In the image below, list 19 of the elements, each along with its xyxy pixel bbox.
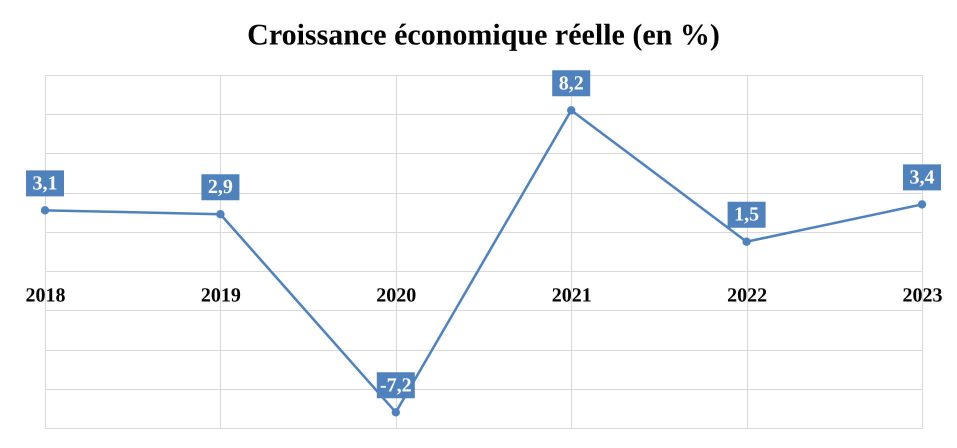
x-tick-label: 2019 bbox=[200, 284, 241, 307]
data-label: 3,4 bbox=[910, 166, 934, 188]
data-label: 8,2 bbox=[558, 72, 584, 94]
x-tick-label: 2018 bbox=[26, 284, 66, 307]
point bbox=[40, 206, 50, 214]
x-tick-label: 2020 bbox=[376, 284, 416, 307]
point bbox=[216, 210, 225, 218]
point bbox=[918, 200, 926, 209]
data-label: 1,5 bbox=[734, 204, 760, 226]
data-label: 3,1 bbox=[32, 172, 58, 194]
point bbox=[567, 106, 576, 114]
point bbox=[742, 238, 751, 246]
x-tick-label: 2022 bbox=[727, 284, 768, 307]
data-label: -7,2 bbox=[380, 374, 412, 396]
point bbox=[392, 408, 400, 416]
chart-title: Croissance économique réelle (en %) bbox=[247, 18, 720, 52]
data-label: 2,9 bbox=[208, 176, 233, 198]
x-tick-label: 2021 bbox=[552, 284, 592, 307]
x-tick-label: 2023 bbox=[902, 284, 942, 307]
